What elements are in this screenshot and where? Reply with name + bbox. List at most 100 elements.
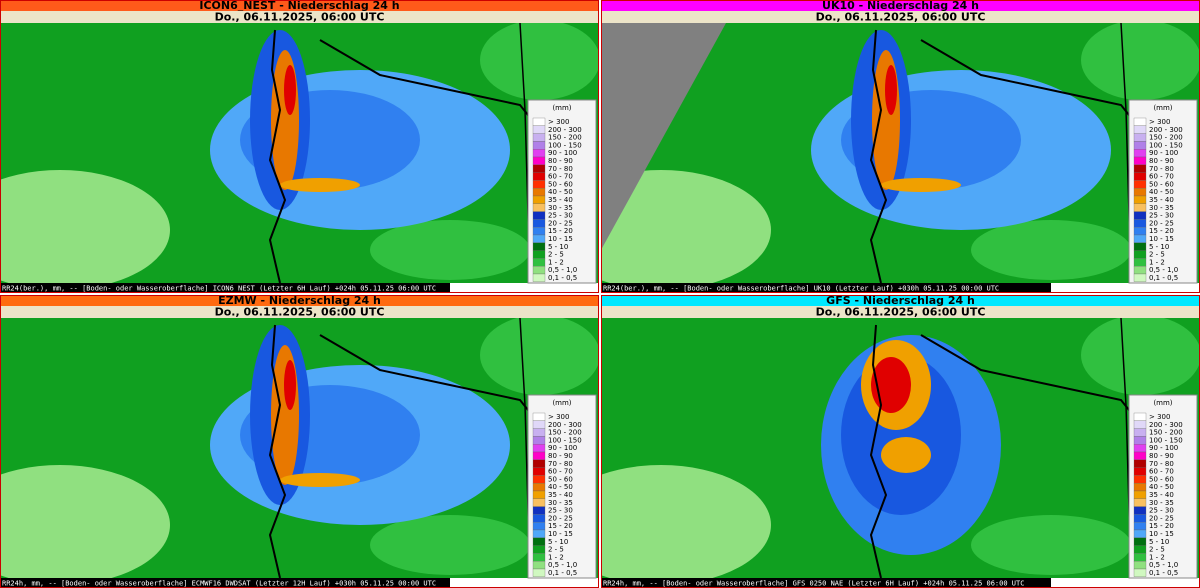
legend-swatch: [532, 490, 546, 499]
legend-label: 25 - 30: [548, 507, 573, 515]
border-line: [268, 29, 287, 284]
footer-bar: [0, 578, 450, 588]
legend-swatch: [532, 545, 546, 554]
legend-swatch: [1133, 195, 1147, 204]
title-bar: [601, 295, 1200, 306]
panel-footer: RR24h, mm, -- [Boden- oder Wasseroberfla…: [603, 580, 1024, 588]
legend-label: 10 - 15: [1149, 530, 1174, 538]
dry-area: [971, 220, 1131, 280]
legend-swatch: [1133, 522, 1147, 531]
legend-label: > 300: [1149, 413, 1170, 421]
legend-swatch: [532, 529, 546, 538]
legend-swatch: [532, 234, 546, 243]
legend-swatch: [532, 164, 546, 173]
legend-label: 50 - 60: [1149, 475, 1174, 483]
legend-swatch: [1133, 490, 1147, 499]
border-line: [268, 324, 287, 579]
legend-swatch: [1133, 412, 1147, 421]
footer-bar: [601, 283, 1051, 293]
legend-label: 35 - 40: [1149, 491, 1174, 499]
dry-area: [1081, 315, 1200, 395]
legend-swatch: [532, 195, 546, 204]
legend-swatch: [1133, 188, 1147, 197]
legend-label: 1 - 2: [1149, 258, 1165, 266]
legend-swatch: [532, 117, 546, 126]
subtitle-bar: [0, 306, 599, 318]
border-line: [869, 324, 888, 579]
legend-swatch: [532, 459, 546, 468]
legend-swatch: [532, 498, 546, 507]
legend-label: 70 - 80: [548, 165, 573, 173]
legend-swatch: [532, 188, 546, 197]
panel-footer: RR24(ber.), mm, -- [Boden- oder Wasserob…: [2, 285, 436, 293]
legend-label: 15 - 20: [548, 522, 573, 530]
legend-swatch: [532, 273, 546, 282]
panel-title: EZMW - Niederschlag 24 h: [218, 295, 381, 307]
dry-area: [1081, 20, 1200, 100]
panel-title: ICON6_NEST - Niederschlag 24 h: [199, 0, 399, 12]
legend-label: 2 - 5: [1149, 546, 1165, 554]
rain-red: [284, 65, 296, 115]
legend-label: 70 - 80: [1149, 165, 1174, 173]
legend-label: 200 - 300: [1149, 421, 1183, 429]
legend-label: 200 - 300: [548, 126, 582, 134]
title-bar: [0, 0, 599, 11]
legend-label: 90 - 100: [548, 444, 577, 452]
legend-label: 80 - 90: [1149, 452, 1174, 460]
subtitle-bar: [601, 11, 1200, 23]
legend-swatch: [1133, 180, 1147, 189]
legend-swatch: [532, 475, 546, 484]
legend-label: 0,1 - 0,5: [548, 274, 577, 282]
legend-label: 80 - 90: [1149, 157, 1174, 165]
legend-swatch: [1133, 141, 1147, 150]
legend-swatch: [1133, 514, 1147, 523]
legend-label: 0,5 - 1,0: [548, 561, 577, 569]
panel-footer: RR24h, mm, -- [Boden- oder Wasseroberfla…: [2, 580, 436, 588]
legend-label: 20 - 25: [1149, 219, 1174, 227]
dry-area: [370, 220, 530, 280]
legend-label: 2 - 5: [1149, 251, 1165, 259]
legend-swatch: [1133, 156, 1147, 165]
legend-label: 150 - 200: [548, 134, 582, 142]
legend-label: 15 - 20: [548, 227, 573, 235]
dry-area: [601, 465, 771, 585]
legend-swatch: [1133, 125, 1147, 134]
legend-swatch: [1133, 467, 1147, 476]
dry-area: [480, 20, 599, 100]
legend-swatch: [1133, 133, 1147, 142]
legend-label: 1 - 2: [1149, 553, 1165, 561]
legend-swatch: [1133, 459, 1147, 468]
legend-swatch: [532, 561, 546, 570]
legend-swatch: [532, 133, 546, 142]
legend-swatch: [532, 522, 546, 531]
legend-swatch: [532, 227, 546, 236]
dry-area: [370, 515, 530, 575]
legend-label: 2 - 5: [548, 251, 564, 259]
legend-label: 80 - 90: [548, 452, 573, 460]
legend-label: 1 - 2: [548, 553, 564, 561]
panel-title: GFS - Niederschlag 24 h: [826, 295, 975, 307]
legend-label: 100 - 150: [1149, 141, 1183, 149]
legend-label: 20 - 25: [548, 514, 573, 522]
legend-swatch: [532, 537, 546, 546]
legend-swatch: [1133, 498, 1147, 507]
legend-swatch: [532, 149, 546, 158]
legend-swatch: [1133, 506, 1147, 515]
legend-label: 50 - 60: [1149, 180, 1174, 188]
legend-label: 15 - 20: [1149, 522, 1174, 530]
legend-label: 100 - 150: [548, 141, 582, 149]
legend-label: 100 - 150: [1149, 436, 1183, 444]
panel-footer: RR24(ber.), mm, -- [Boden- oder Wasserob…: [603, 285, 999, 293]
legend-label: 15 - 20: [1149, 227, 1174, 235]
panel-title: UK10 - Niederschlag 24 h: [822, 0, 979, 12]
legend-label: 40 - 50: [548, 483, 573, 491]
legend-swatch: [1133, 258, 1147, 267]
legend-label: 60 - 70: [1149, 173, 1174, 181]
legend-label: 30 - 35: [548, 499, 573, 507]
legend-label: > 300: [548, 118, 569, 126]
border-line: [319, 334, 541, 426]
legend-swatch: [532, 266, 546, 275]
legend-swatch: [1133, 219, 1147, 228]
